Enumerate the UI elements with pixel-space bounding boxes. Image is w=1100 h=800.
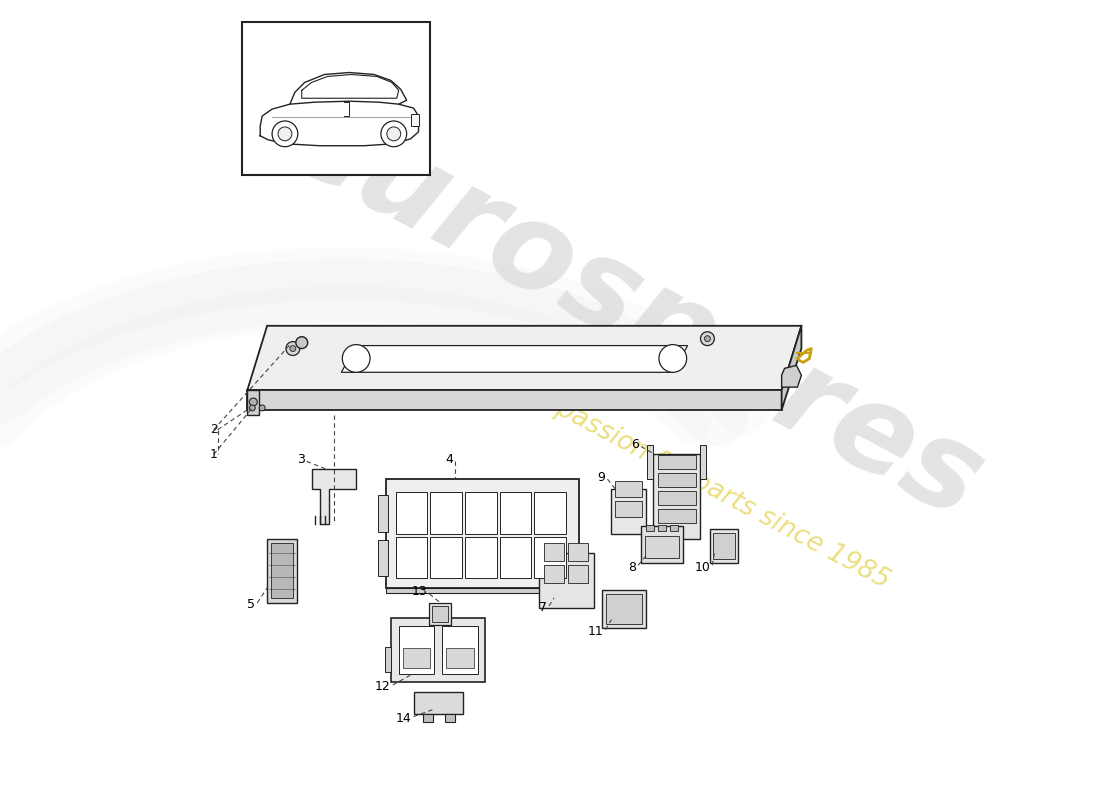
Bar [385, 647, 390, 672]
Bar [447, 648, 474, 668]
Bar [602, 590, 646, 627]
Text: a passion for parts since 1985: a passion for parts since 1985 [530, 384, 894, 594]
Bar [267, 538, 297, 603]
Circle shape [250, 398, 257, 406]
Bar [658, 474, 695, 487]
Circle shape [381, 121, 407, 146]
Bar [539, 554, 594, 608]
Circle shape [250, 405, 255, 411]
Bar [646, 525, 654, 530]
Bar [568, 543, 587, 562]
Bar [242, 22, 430, 175]
Polygon shape [248, 390, 782, 410]
Circle shape [260, 405, 265, 411]
Bar [615, 481, 642, 497]
Polygon shape [248, 390, 260, 415]
Bar [442, 626, 477, 674]
Bar [535, 492, 565, 534]
Bar [432, 606, 448, 622]
Bar [711, 529, 738, 563]
Circle shape [290, 346, 296, 351]
Circle shape [387, 127, 400, 141]
Bar [658, 525, 666, 530]
Bar [396, 537, 428, 578]
Bar [465, 492, 497, 534]
Circle shape [297, 338, 307, 347]
Bar [403, 648, 430, 668]
Bar [430, 537, 462, 578]
Text: 1: 1 [210, 448, 218, 461]
Bar [658, 509, 695, 522]
Text: 8: 8 [628, 561, 636, 574]
Bar [378, 539, 388, 576]
Polygon shape [311, 470, 356, 524]
Text: eurospares: eurospares [265, 78, 1002, 544]
Text: 3: 3 [297, 453, 305, 466]
Bar [271, 543, 293, 598]
Circle shape [278, 127, 292, 141]
Text: 2: 2 [210, 423, 218, 436]
Bar [658, 491, 695, 505]
Polygon shape [782, 326, 802, 410]
Text: 10: 10 [694, 561, 711, 574]
Bar [701, 445, 706, 479]
Bar [645, 535, 679, 558]
Polygon shape [248, 326, 802, 390]
Bar [398, 626, 434, 674]
Polygon shape [782, 366, 802, 387]
Bar [386, 479, 579, 588]
Bar [465, 537, 497, 578]
Bar [396, 492, 428, 534]
Circle shape [659, 345, 686, 372]
Bar [612, 489, 646, 534]
Text: 9: 9 [597, 470, 605, 484]
Text: 11: 11 [587, 625, 604, 638]
Bar [535, 537, 565, 578]
Text: 13: 13 [411, 586, 428, 598]
Bar [499, 492, 531, 534]
Bar [605, 594, 642, 624]
Bar [414, 692, 463, 714]
Text: 5: 5 [248, 598, 255, 611]
Bar [544, 543, 564, 562]
Polygon shape [341, 346, 688, 372]
Bar [446, 714, 455, 722]
Circle shape [296, 337, 308, 349]
Circle shape [701, 332, 714, 346]
Text: 14: 14 [396, 712, 411, 725]
Bar [647, 445, 653, 479]
Bar [714, 533, 735, 559]
Bar [390, 618, 485, 682]
Circle shape [286, 342, 300, 355]
Bar [653, 454, 701, 538]
Text: 6: 6 [631, 438, 639, 451]
Bar [670, 525, 678, 530]
Bar [430, 492, 462, 534]
Bar [641, 526, 683, 563]
Bar [658, 455, 695, 470]
Circle shape [342, 345, 370, 372]
Circle shape [272, 121, 298, 146]
Text: 4: 4 [446, 453, 453, 466]
Bar [429, 603, 451, 625]
Bar [499, 537, 531, 578]
Bar [568, 566, 587, 583]
Text: 7: 7 [539, 602, 547, 614]
Circle shape [704, 336, 711, 342]
Text: 12: 12 [375, 681, 390, 694]
Bar [386, 588, 579, 593]
Polygon shape [410, 114, 418, 126]
Bar [544, 566, 564, 583]
Bar [424, 714, 433, 722]
Bar [615, 501, 642, 517]
Bar [378, 495, 388, 531]
